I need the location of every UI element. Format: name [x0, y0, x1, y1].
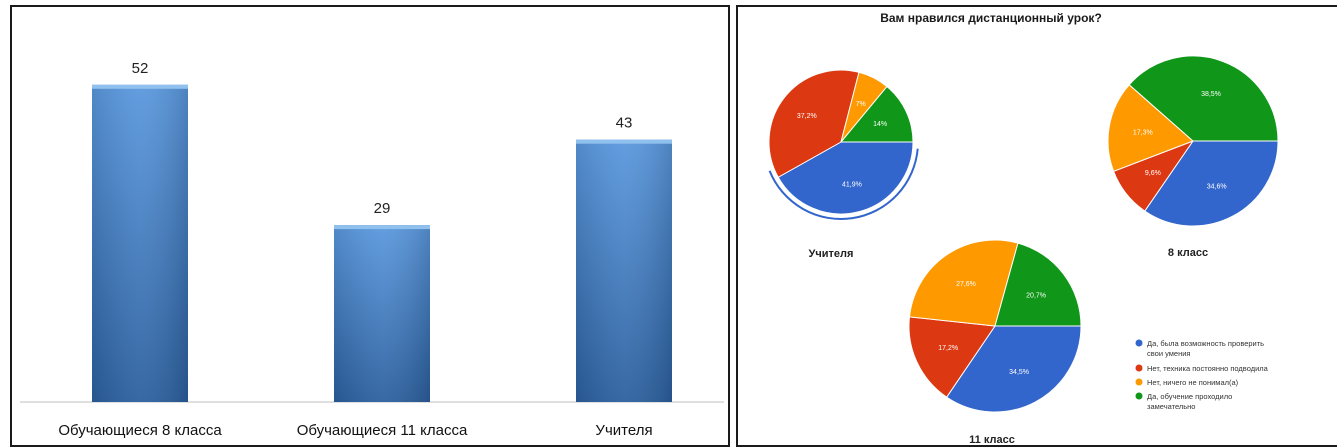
category-label: Обучающиеся 8 класса	[58, 422, 222, 439]
legend-label: Нет, ничего не понимал(а)	[1147, 378, 1239, 387]
legend-label: Да, обучение проходило замечательно	[1147, 392, 1232, 411]
legend-marker	[1135, 392, 1143, 400]
bar-shade	[576, 139, 672, 402]
data-label: 52	[132, 60, 149, 77]
pie-charts-panel: Вам нравился дистанционный урок? 41,9% 37,…	[736, 5, 1337, 447]
legend-marker	[1135, 378, 1143, 386]
pie-title: 11 класс	[969, 434, 1015, 446]
pie-slice	[945, 325, 1082, 413]
category-label: Обучающиеся 11 класса	[297, 422, 468, 439]
chart-title: Вам нравился дистанционный урок?	[880, 11, 1102, 25]
slice-label: 14%	[873, 121, 887, 128]
category-label: Учителя	[595, 422, 652, 439]
slice-label: 41,9%	[842, 181, 862, 188]
pie-slice	[777, 141, 914, 215]
pie-slice	[994, 242, 1082, 327]
bar-cap	[576, 139, 672, 144]
slice-label: 20,7%	[1026, 292, 1046, 299]
bar-chart: 52 Обучающиеся 8 класса 29 Обучающиеся 11 к…	[20, 60, 724, 439]
slice-label: 17,3%	[1133, 129, 1153, 136]
legend-label: Да, была возможность проверить свои умени…	[1147, 339, 1264, 358]
pie-charts: Вам нравился дистанционный урок? 41,9% 37,…	[768, 11, 1279, 446]
pie: 34,5% 17,2% 27,6% 20,7%	[908, 239, 1082, 413]
slice-label: 7%	[856, 101, 866, 108]
data-label: 29	[374, 200, 391, 217]
bar-chart-panel: 52 Обучающиеся 8 класса 29 Обучающиеся 11 к…	[10, 5, 730, 447]
pie-title: Учителя	[809, 248, 854, 260]
slice-label: 27,6%	[956, 281, 976, 288]
pie: 34,6% 9,6% 17,3% 38,5%	[1107, 55, 1279, 227]
bar-group	[92, 84, 188, 403]
pie-slice	[908, 316, 996, 398]
bar-group	[334, 225, 430, 402]
slice-label: 38,5%	[1201, 91, 1221, 98]
bar-shade	[334, 225, 430, 402]
bar-cap	[92, 84, 188, 89]
pie-slice	[1144, 140, 1279, 227]
pie-slice	[908, 239, 1019, 327]
slice-label: 17,2%	[938, 345, 958, 352]
legend-marker	[1135, 339, 1143, 347]
slice-label: 37,2%	[797, 113, 817, 120]
bar-group	[576, 139, 672, 402]
slice-label: 34,5%	[1009, 369, 1029, 376]
data-label: 43	[616, 115, 633, 132]
bar-cap	[334, 225, 430, 230]
legend-label: Нет, техника постоянно подводила	[1147, 364, 1269, 373]
selection-ring	[768, 148, 919, 220]
slice-label: 34,6%	[1207, 184, 1227, 191]
bar-shade	[92, 84, 188, 403]
pie-slice	[1107, 84, 1194, 172]
legend: Да, была возможность проверить свои умени…	[1135, 339, 1269, 411]
pie-slice	[768, 69, 860, 178]
legend-marker	[1135, 364, 1143, 372]
pie-slice	[839, 85, 914, 143]
slice-label: 9,6%	[1145, 170, 1161, 177]
pie: 41,9% 37,2% 7% 14%	[768, 69, 919, 220]
pie-slice	[1128, 55, 1279, 142]
pie-title: 8 класс	[1168, 247, 1208, 259]
